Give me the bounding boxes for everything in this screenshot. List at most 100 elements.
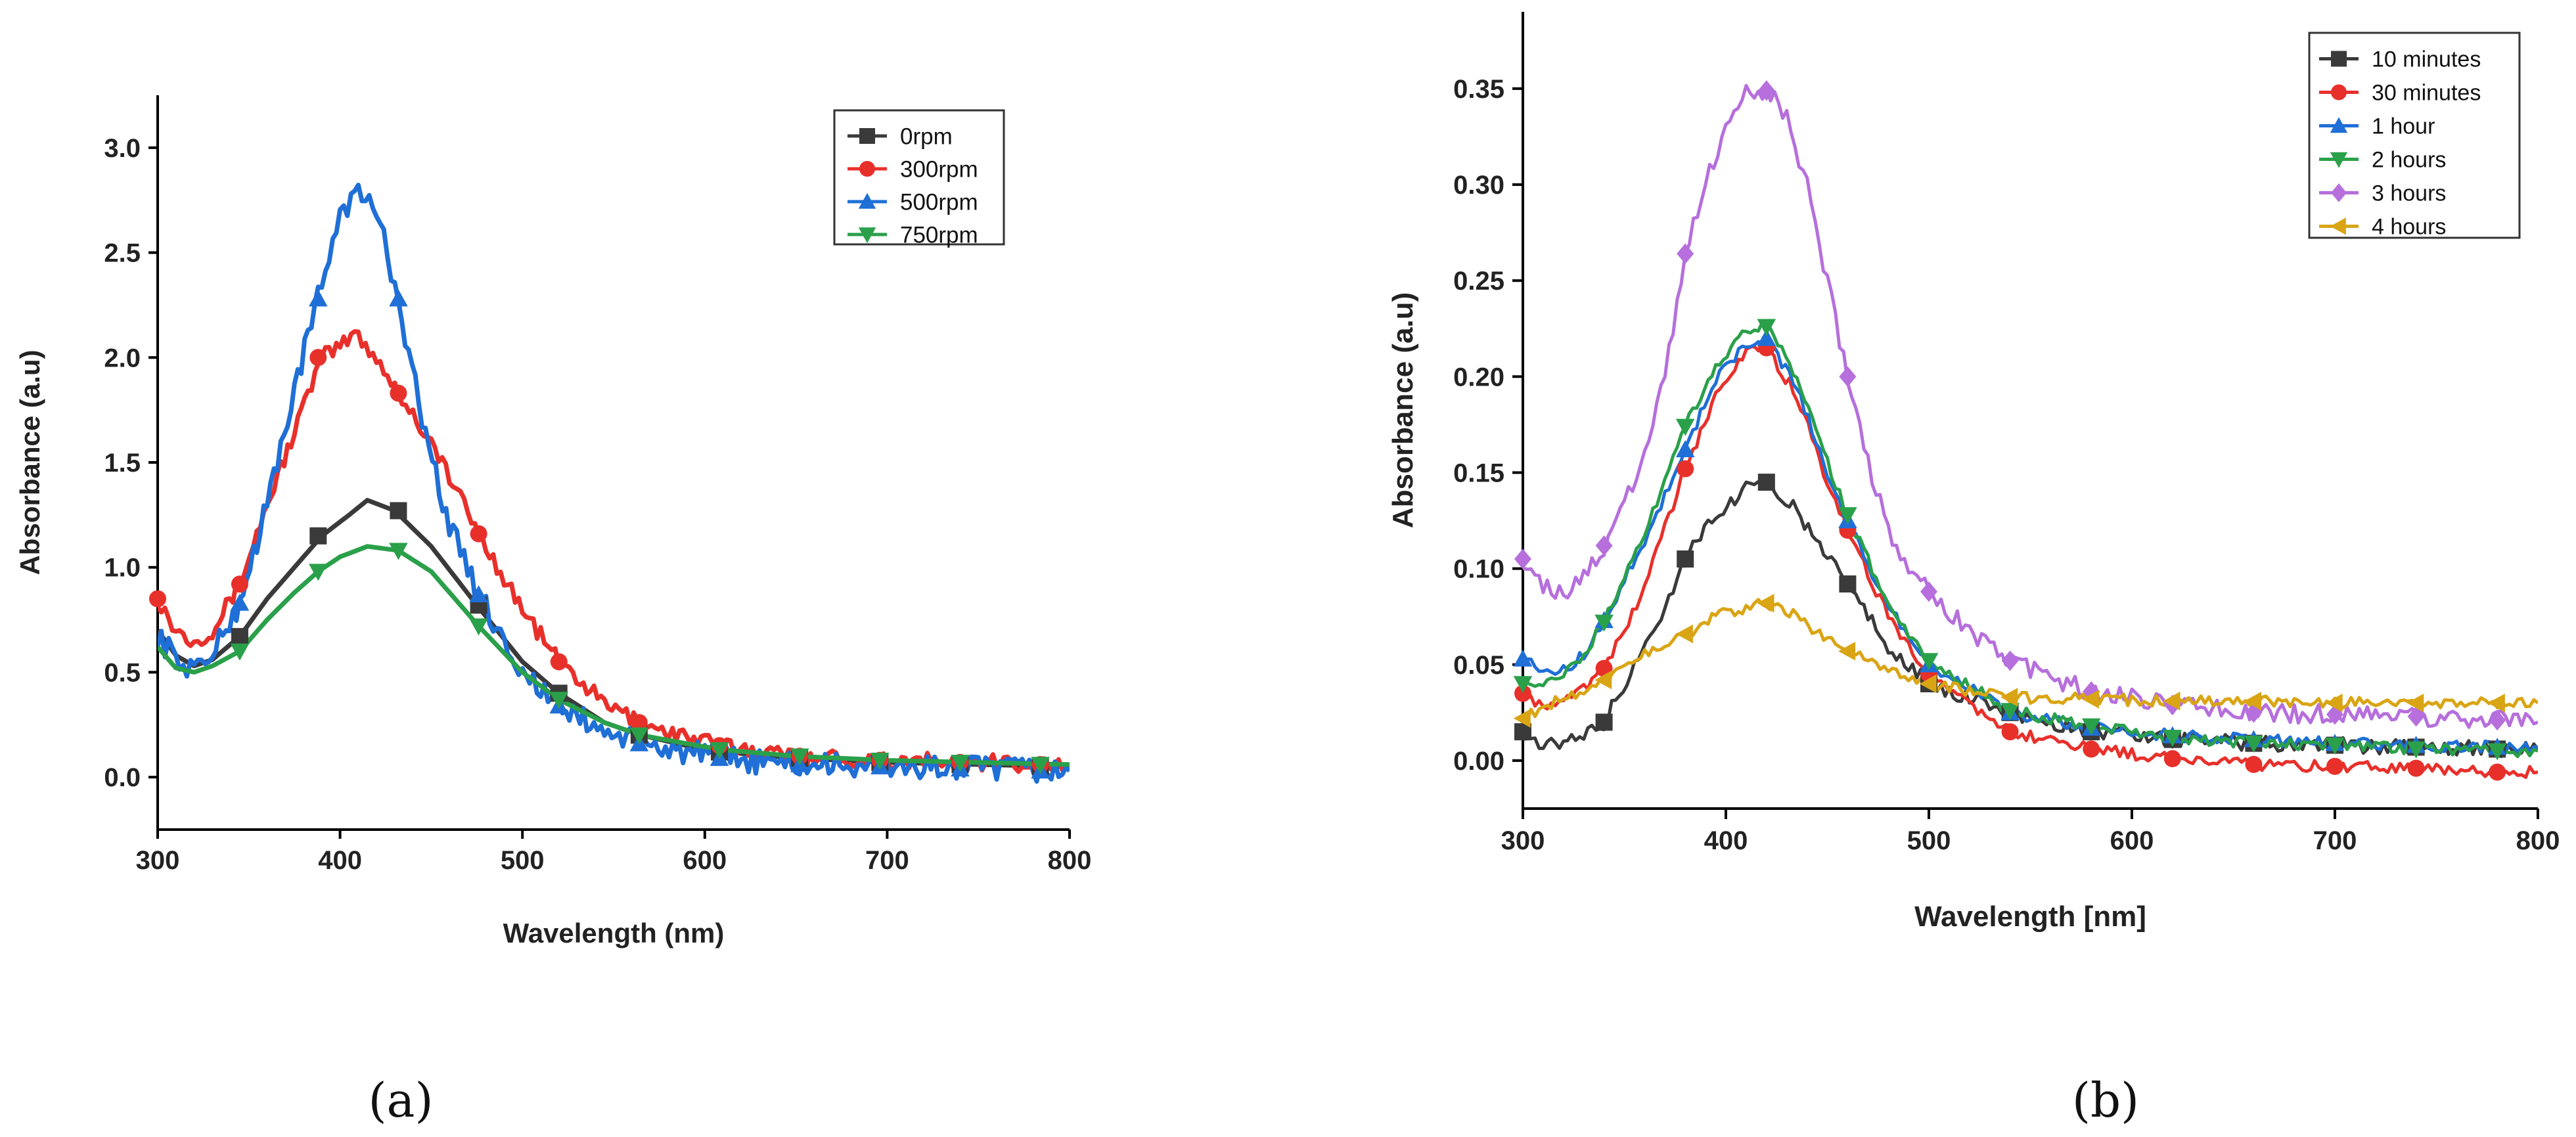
y-tick-label: 3.0 <box>104 134 141 163</box>
data-point-marker <box>870 752 890 770</box>
legend-label: 500rpm <box>900 190 978 215</box>
series-group <box>1523 83 2538 779</box>
x-tick-label: 400 <box>318 846 362 875</box>
x-tick-label: 800 <box>1048 846 1092 875</box>
legend-marker <box>2330 117 2348 133</box>
data-point-marker <box>1675 440 1695 458</box>
panel-label: (b) <box>2072 1073 2139 1128</box>
data-point-marker <box>1513 709 1531 728</box>
legend-marker <box>2330 217 2346 235</box>
y-tick-label: 0.00 <box>1453 747 1504 776</box>
data-point-marker <box>469 585 488 602</box>
data-point-marker <box>1513 649 1533 667</box>
legend: 10 minutes 30 minutes 1 hour 2 hours 3 hours… <box>2308 32 2521 240</box>
series-line-750rpm <box>158 544 1070 767</box>
data-point-marker <box>2244 692 2262 711</box>
data-point-marker <box>2487 693 2505 713</box>
panel-label: (a) <box>368 1073 433 1128</box>
series-line-2-hours <box>1523 320 2538 759</box>
y-axis-title: Absorbance (a.u) <box>1387 292 1419 528</box>
data-point-marker <box>469 618 488 636</box>
data-point-marker <box>230 593 250 611</box>
y-tick-label: 0.10 <box>1453 555 1504 584</box>
legend-label: 1 hour <box>2372 114 2435 139</box>
data-point-marker <box>2487 743 2507 761</box>
y-tick-label: 1.5 <box>104 449 141 478</box>
series-line-1-hour <box>1523 338 2538 755</box>
data-point-marker <box>390 384 407 402</box>
data-point-marker <box>1838 642 1856 661</box>
legend-label: 30 minutes <box>2372 81 2481 106</box>
legend-marker <box>859 128 875 144</box>
data-point-marker <box>308 289 328 307</box>
data-point-marker <box>470 525 487 543</box>
legend-box <box>2308 32 2521 239</box>
data-point-marker <box>1595 713 1613 731</box>
data-point-marker <box>390 502 407 520</box>
data-point-marker <box>1513 676 1533 694</box>
y-tick-label: 1.0 <box>104 554 141 583</box>
data-point-marker <box>2407 693 2424 713</box>
data-point-marker <box>1757 319 1776 336</box>
data-point-marker <box>951 755 970 772</box>
data-point-marker <box>1757 328 1776 346</box>
data-point-marker <box>2489 763 2506 781</box>
x-tick-label: 300 <box>136 846 180 875</box>
legend-label: 4 hours <box>2372 215 2446 240</box>
legend-marker <box>2331 84 2347 100</box>
y-tick-label: 0.15 <box>1453 458 1504 487</box>
y-tick-label: 0.05 <box>1453 651 1504 680</box>
data-point-marker <box>1514 548 1531 569</box>
x-tick-label: 400 <box>1704 826 1748 855</box>
x-tick-label: 800 <box>2516 826 2560 855</box>
series-line-300rpm <box>158 329 1070 774</box>
data-point-marker <box>230 643 250 661</box>
y-tick-label: 0.20 <box>1453 363 1504 391</box>
legend-label: 750rpm <box>900 223 978 248</box>
data-point-marker <box>2407 706 2425 727</box>
data-point-marker <box>1594 614 1614 632</box>
x-axis-title: Wavelength (nm) <box>503 918 725 948</box>
data-point-marker <box>1919 674 1937 694</box>
legend-marker <box>2331 51 2347 67</box>
data-point-marker <box>2000 688 2018 707</box>
legend-label: 0rpm <box>900 124 953 150</box>
x-tick-label: 300 <box>1501 826 1545 855</box>
y-axis-title: Absorbance (a.u) <box>14 349 45 575</box>
series-group <box>158 183 1070 784</box>
series-line-3-hours <box>1523 83 2538 729</box>
x-tick-label: 500 <box>501 846 545 875</box>
data-point-marker <box>549 692 569 709</box>
legend-marker <box>858 192 876 209</box>
data-point-marker <box>2001 650 2019 671</box>
data-point-marker <box>2001 723 2019 741</box>
data-point-marker <box>2245 755 2263 773</box>
data-point-marker <box>1677 460 1694 478</box>
data-point-marker <box>1675 418 1695 436</box>
legend: 0rpm 300rpm 500rpm 750rpm <box>833 109 1005 248</box>
data-point-marker <box>231 575 248 593</box>
data-point-marker <box>1757 593 1774 613</box>
data-point-marker <box>2244 735 2263 753</box>
legend-marker <box>859 161 875 177</box>
data-point-marker <box>710 742 729 759</box>
data-point-marker <box>1839 575 1857 593</box>
data-point-marker <box>389 289 408 307</box>
data-point-marker <box>1919 653 1939 671</box>
data-point-marker <box>1675 624 1693 644</box>
data-point-marker <box>2163 730 2182 747</box>
data-point-marker <box>1677 550 1694 568</box>
legend-label: 2 hours <box>2372 148 2446 173</box>
y-tick-label: 0.5 <box>104 658 141 687</box>
data-point-marker <box>1514 684 1531 702</box>
data-point-marker <box>308 564 328 581</box>
data-point-marker <box>1920 581 1937 602</box>
x-axis-title: Wavelength [nm] <box>1914 901 2146 933</box>
data-point-marker <box>309 349 327 367</box>
data-point-marker <box>2407 741 2426 759</box>
y-tick-label: 0.25 <box>1453 267 1504 296</box>
data-point-marker <box>2163 750 2181 768</box>
y-tick-label: 2.0 <box>104 344 141 372</box>
data-point-marker <box>2325 693 2343 713</box>
data-point-marker <box>2489 709 2506 731</box>
